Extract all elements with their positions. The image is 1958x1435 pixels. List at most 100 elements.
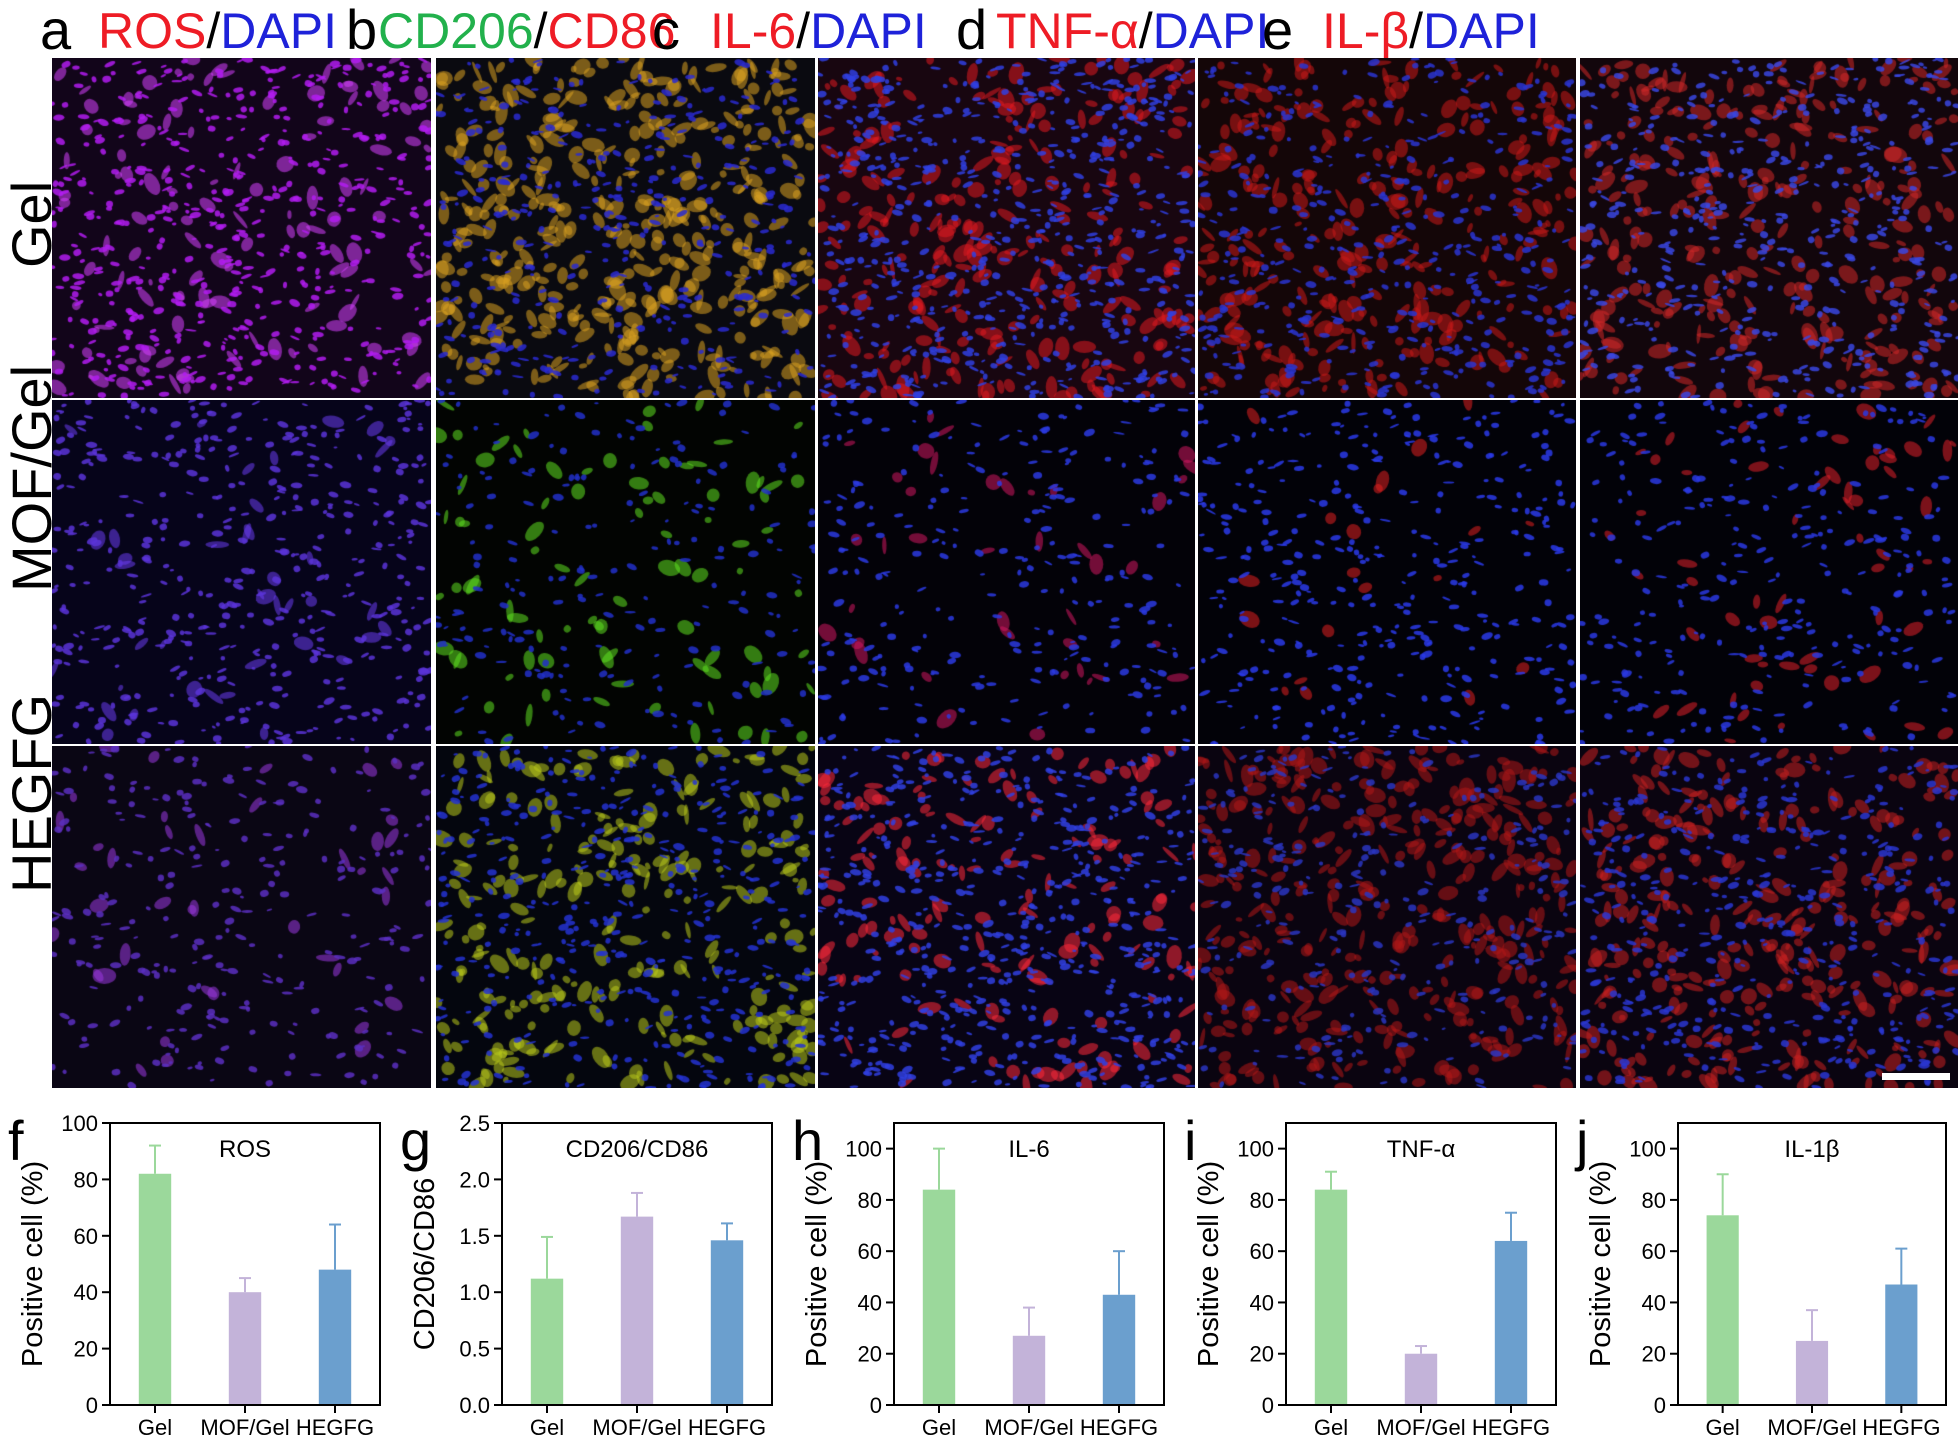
micrograph-e-mof-gel xyxy=(1580,400,1958,744)
panel-letter-b: b xyxy=(346,0,378,61)
micrograph-b-hegfg xyxy=(436,746,815,1088)
bar-gel xyxy=(1314,1189,1348,1405)
title-part: CD206 xyxy=(378,3,534,59)
title-part: IL-β xyxy=(1322,3,1410,59)
title-part: DAPI xyxy=(1152,3,1270,59)
y-tick-label: 100 xyxy=(61,1111,98,1136)
chart-title: ROS xyxy=(219,1136,271,1163)
column-title-cd206-cd86: CD206/CD86 xyxy=(378,6,675,56)
y-tick-label: 40 xyxy=(74,1280,98,1305)
y-axis-label: Positive cell (%) xyxy=(17,1161,49,1367)
title-part: ROS xyxy=(98,3,207,59)
y-tick-label: 0 xyxy=(86,1393,98,1418)
chart-title: TNF-α xyxy=(1387,1136,1456,1163)
panel-letter-f: f xyxy=(8,1109,24,1172)
y-tick-label: 0.5 xyxy=(459,1337,490,1362)
bar-mof-gel xyxy=(1012,1335,1046,1405)
bar-chart-cd206-cd86: g CD206/CD86 Gel MOF/Gel HEGFG 0.0 0.5 1.0 1.5 2.… xyxy=(400,1109,773,1435)
plot-frame xyxy=(893,1122,1165,1406)
plot-frame xyxy=(1677,1122,1947,1406)
y-tick-label: 40 xyxy=(858,1290,882,1315)
x-tick-label: MOF/Gel xyxy=(592,1415,681,1435)
micrograph-a-gel xyxy=(52,58,431,398)
bar-hegfg xyxy=(1102,1294,1136,1405)
panel-letter-d: d xyxy=(956,0,988,61)
plot-frame xyxy=(109,1122,381,1406)
y-tick-label: 100 xyxy=(845,1137,882,1162)
y-axis-label: Positive cell (%) xyxy=(1585,1161,1617,1367)
y-tick-label: 80 xyxy=(1642,1188,1666,1213)
y-tick-label: 60 xyxy=(1642,1239,1666,1264)
panel-letter-g: g xyxy=(400,1109,431,1172)
y-tick-label: 80 xyxy=(1250,1188,1274,1213)
y-tick-label: 60 xyxy=(858,1239,882,1264)
title-part: CD86 xyxy=(547,3,676,59)
bar-gel xyxy=(1706,1215,1739,1405)
bar-hegfg xyxy=(318,1269,352,1405)
y-axis-label: Positive cell (%) xyxy=(1193,1161,1225,1367)
x-tick-label: HEGFG xyxy=(1862,1415,1940,1435)
plot-frame xyxy=(501,1122,773,1406)
title-part: IL-6 xyxy=(710,3,797,59)
y-tick-label: 100 xyxy=(1629,1137,1666,1162)
micrograph-d-mof-gel xyxy=(1198,400,1576,744)
micrograph-d-hegfg xyxy=(1198,746,1576,1088)
y-tick-label: 0 xyxy=(1654,1393,1666,1418)
micrograph-c-hegfg xyxy=(818,746,1195,1088)
y-tick-label: 100 xyxy=(1237,1137,1274,1162)
chart-title: IL-6 xyxy=(1008,1136,1049,1163)
panel-letter-e: e xyxy=(1262,0,1294,61)
y-tick-label: 1.5 xyxy=(459,1224,490,1249)
chart-title: IL-1β xyxy=(1784,1136,1839,1163)
y-tick-label: 20 xyxy=(1642,1342,1666,1367)
x-tick-label: MOF/Gel xyxy=(984,1415,1073,1435)
title-part: DAPI xyxy=(1423,3,1540,59)
scale-bar xyxy=(1882,1073,1950,1080)
y-tick-label: 0 xyxy=(870,1393,882,1418)
x-tick-label: Gel xyxy=(530,1415,564,1435)
panel-letter-a: a xyxy=(40,0,72,61)
column-title-tnf-dapi: TNF-α/DAPI xyxy=(996,6,1269,56)
x-tick-label: HEGFG xyxy=(296,1415,374,1435)
panel-letter-i: i xyxy=(1184,1109,1196,1172)
title-part: TNF-α xyxy=(996,3,1139,59)
micrograph-e-gel xyxy=(1580,58,1958,398)
title-part: / xyxy=(796,3,811,59)
y-tick-label: 60 xyxy=(1250,1239,1274,1264)
micrograph-b-gel xyxy=(436,58,815,398)
bar-hegfg xyxy=(1494,1240,1528,1405)
y-tick-label: 60 xyxy=(74,1224,98,1249)
y-axis-label: Positive cell (%) xyxy=(801,1161,833,1367)
bar-mof-gel xyxy=(620,1216,654,1405)
column-title-il6-dapi: IL-6/DAPI xyxy=(710,6,927,56)
y-tick-label: 40 xyxy=(1642,1290,1666,1315)
plot-frame xyxy=(1285,1122,1557,1406)
x-tick-label: MOF/Gel xyxy=(200,1415,289,1435)
x-tick-label: Gel xyxy=(138,1415,172,1435)
chart-title: CD206/CD86 xyxy=(566,1136,709,1163)
y-tick-label: 1.0 xyxy=(459,1280,490,1305)
bar-hegfg xyxy=(710,1240,744,1405)
title-part: / xyxy=(1409,3,1424,59)
bar-hegfg xyxy=(1885,1284,1918,1405)
x-tick-label: Gel xyxy=(922,1415,956,1435)
x-tick-label: HEGFG xyxy=(688,1415,766,1435)
y-tick-label: 20 xyxy=(1250,1342,1274,1367)
column-title-il1b-dapi: IL-β/DAPI xyxy=(1322,6,1540,56)
y-tick-label: 0 xyxy=(1262,1393,1274,1418)
title-part: DAPI xyxy=(810,3,927,59)
title-part: / xyxy=(1138,3,1153,59)
panel-letter-j: j xyxy=(1574,1109,1588,1172)
bar-gel xyxy=(138,1173,172,1405)
y-tick-label: 2.5 xyxy=(459,1111,490,1136)
bar-gel xyxy=(922,1189,956,1405)
y-tick-label: 2.0 xyxy=(459,1167,490,1192)
micrograph-c-gel xyxy=(818,58,1195,398)
panel-letter-h: h xyxy=(792,1109,823,1172)
micrograph-e-hegfg xyxy=(1580,746,1958,1088)
x-tick-label: HEGFG xyxy=(1080,1415,1158,1435)
bar-mof-gel xyxy=(1404,1353,1438,1405)
